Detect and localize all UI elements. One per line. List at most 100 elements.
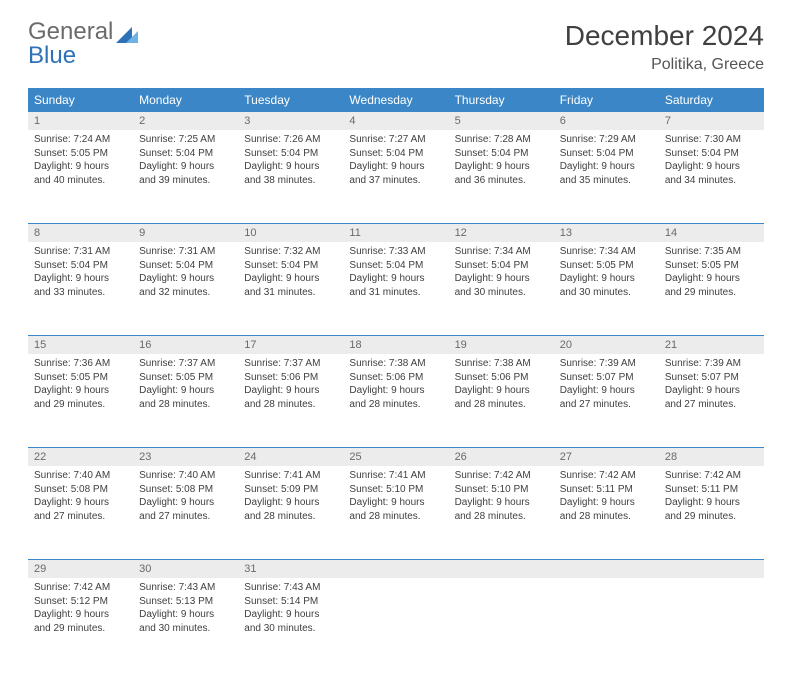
sunrise-line: Sunrise: 7:34 AM [455, 245, 548, 259]
sunrise-line: Sunrise: 7:39 AM [560, 357, 653, 371]
daylight-line: Daylight: 9 hours and 29 minutes. [665, 272, 758, 299]
sunrise-line: Sunrise: 7:30 AM [665, 133, 758, 147]
sunset-line: Sunset: 5:12 PM [34, 595, 127, 609]
day-number-row: 293031 [28, 560, 764, 579]
sunrise-line: Sunrise: 7:42 AM [560, 469, 653, 483]
day-detail-cell [449, 578, 554, 671]
day-detail-cell: Sunrise: 7:34 AMSunset: 5:04 PMDaylight:… [449, 242, 554, 336]
sunset-line: Sunset: 5:13 PM [139, 595, 232, 609]
day-number-cell: 6 [554, 112, 659, 130]
weekday-header: Sunday [28, 88, 133, 112]
logo-text-blue: Blue [28, 42, 76, 69]
location-label: Politika, Greece [565, 56, 764, 74]
daylight-line: Daylight: 9 hours and 39 minutes. [139, 160, 232, 187]
day-number-cell: 26 [449, 448, 554, 467]
day-detail-cell [554, 578, 659, 671]
logo-text-general: General [28, 18, 113, 45]
day-number-cell: 2 [133, 112, 238, 130]
day-detail-cell: Sunrise: 7:42 AMSunset: 5:11 PMDaylight:… [554, 466, 659, 560]
sunset-line: Sunset: 5:05 PM [34, 147, 127, 161]
logo-text: General Blue [28, 20, 113, 68]
sunrise-line: Sunrise: 7:38 AM [349, 357, 442, 371]
day-number-row: 891011121314 [28, 224, 764, 243]
sunset-line: Sunset: 5:05 PM [560, 259, 653, 273]
day-detail-cell: Sunrise: 7:30 AMSunset: 5:04 PMDaylight:… [659, 130, 764, 224]
sunset-line: Sunset: 5:06 PM [349, 371, 442, 385]
sunrise-line: Sunrise: 7:38 AM [455, 357, 548, 371]
day-detail-cell [343, 578, 448, 671]
day-detail-cell: Sunrise: 7:42 AMSunset: 5:11 PMDaylight:… [659, 466, 764, 560]
day-number-cell: 28 [659, 448, 764, 467]
day-number-cell: 9 [133, 224, 238, 243]
day-detail-cell: Sunrise: 7:40 AMSunset: 5:08 PMDaylight:… [133, 466, 238, 560]
day-number-cell: 1 [28, 112, 133, 130]
day-number-cell [659, 560, 764, 579]
daylight-line: Daylight: 9 hours and 30 minutes. [244, 608, 337, 635]
sunrise-line: Sunrise: 7:42 AM [455, 469, 548, 483]
sunset-line: Sunset: 5:14 PM [244, 595, 337, 609]
daylight-line: Daylight: 9 hours and 37 minutes. [349, 160, 442, 187]
weekday-header: Tuesday [238, 88, 343, 112]
day-detail-cell: Sunrise: 7:42 AMSunset: 5:12 PMDaylight:… [28, 578, 133, 671]
day-detail-cell: Sunrise: 7:39 AMSunset: 5:07 PMDaylight:… [554, 354, 659, 448]
daylight-line: Daylight: 9 hours and 30 minutes. [455, 272, 548, 299]
sunrise-line: Sunrise: 7:32 AM [244, 245, 337, 259]
daylight-line: Daylight: 9 hours and 28 minutes. [349, 384, 442, 411]
sunset-line: Sunset: 5:07 PM [665, 371, 758, 385]
daylight-line: Daylight: 9 hours and 34 minutes. [665, 160, 758, 187]
sunrise-line: Sunrise: 7:43 AM [139, 581, 232, 595]
day-detail-row: Sunrise: 7:31 AM Sunset: 5:04 PM Daylight:… [28, 242, 764, 336]
sunrise-line: Sunrise: 7:26 AM [244, 133, 337, 147]
sunset-line: Sunset: 5:04 PM [455, 147, 548, 161]
day-detail-cell: Sunrise: 7:29 AMSunset: 5:04 PMDaylight:… [554, 130, 659, 224]
sunrise-line: Sunrise: 7:35 AM [665, 245, 758, 259]
daylight-line: Daylight: 9 hours and 29 minutes. [34, 384, 127, 411]
daylight-line: Daylight: 9 hours and 27 minutes. [34, 496, 127, 523]
day-number-cell: 13 [554, 224, 659, 243]
daylight-line: Daylight: 9 hours and 27 minutes. [560, 384, 653, 411]
day-number-cell: 24 [238, 448, 343, 467]
day-number-cell: 17 [238, 336, 343, 355]
sunrise-line: Sunrise: 7:31 AM [34, 245, 127, 259]
day-detail-cell: Sunrise: 7:40 AMSunset: 5:08 PMDaylight:… [28, 466, 133, 560]
day-detail-cell: Sunrise: 7:43 AMSunset: 5:13 PMDaylight:… [133, 578, 238, 671]
daylight-line: Daylight: 9 hours and 28 minutes. [139, 384, 232, 411]
daylight-line: Daylight: 9 hours and 35 minutes. [560, 160, 653, 187]
daylight-line: Daylight: 9 hours and 28 minutes. [455, 384, 548, 411]
day-detail-cell: Sunrise: 7:37 AMSunset: 5:06 PMDaylight:… [238, 354, 343, 448]
daylight-line: Daylight: 9 hours and 27 minutes. [139, 496, 232, 523]
day-number-cell [449, 560, 554, 579]
sunset-line: Sunset: 5:04 PM [349, 147, 442, 161]
daylight-line: Daylight: 9 hours and 27 minutes. [665, 384, 758, 411]
day-number-cell: 20 [554, 336, 659, 355]
sunrise-line: Sunrise: 7:28 AM [455, 133, 548, 147]
weekday-header: Wednesday [343, 88, 448, 112]
sunrise-line: Sunrise: 7:43 AM [244, 581, 337, 595]
day-number-cell: 15 [28, 336, 133, 355]
day-detail-cell: Sunrise: 7:37 AMSunset: 5:05 PMDaylight:… [133, 354, 238, 448]
sunset-line: Sunset: 5:05 PM [139, 371, 232, 385]
sunrise-line: Sunrise: 7:33 AM [349, 245, 442, 259]
calendar-table: SundayMondayTuesdayWednesdayThursdayFrid… [28, 88, 764, 671]
sunrise-line: Sunrise: 7:37 AM [139, 357, 232, 371]
day-number-cell: 29 [28, 560, 133, 579]
day-number-cell: 22 [28, 448, 133, 467]
sunset-line: Sunset: 5:08 PM [139, 483, 232, 497]
sunrise-line: Sunrise: 7:27 AM [349, 133, 442, 147]
day-detail-cell: Sunrise: 7:25 AMSunset: 5:04 PMDaylight:… [133, 130, 238, 224]
sunset-line: Sunset: 5:04 PM [244, 259, 337, 273]
sunrise-line: Sunrise: 7:41 AM [244, 469, 337, 483]
daylight-line: Daylight: 9 hours and 29 minutes. [34, 608, 127, 635]
sunset-line: Sunset: 5:04 PM [560, 147, 653, 161]
day-number-cell: 4 [343, 112, 448, 130]
day-detail-cell: Sunrise: 7:35 AMSunset: 5:05 PMDaylight:… [659, 242, 764, 336]
sunrise-line: Sunrise: 7:34 AM [560, 245, 653, 259]
day-number-cell [343, 560, 448, 579]
day-number-cell: 25 [343, 448, 448, 467]
day-detail-cell: Sunrise: 7:38 AMSunset: 5:06 PMDaylight:… [343, 354, 448, 448]
day-number-cell: 12 [449, 224, 554, 243]
sunset-line: Sunset: 5:09 PM [244, 483, 337, 497]
sunset-line: Sunset: 5:05 PM [34, 371, 127, 385]
title-block: December 2024 Politika, Greece [565, 20, 764, 74]
daylight-line: Daylight: 9 hours and 28 minutes. [349, 496, 442, 523]
